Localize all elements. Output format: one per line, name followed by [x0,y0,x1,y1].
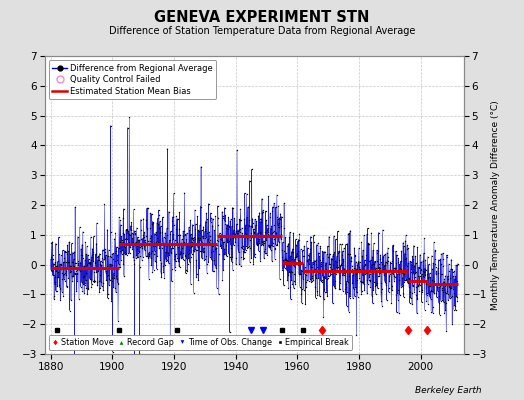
Text: Difference of Station Temperature Data from Regional Average: Difference of Station Temperature Data f… [109,26,415,36]
Text: Berkeley Earth: Berkeley Earth [416,386,482,395]
Text: GENEVA EXPERIMENT STN: GENEVA EXPERIMENT STN [154,10,370,25]
Legend: Station Move, Record Gap, Time of Obs. Change, Empirical Break: Station Move, Record Gap, Time of Obs. C… [49,334,352,350]
Y-axis label: Monthly Temperature Anomaly Difference (°C): Monthly Temperature Anomaly Difference (… [491,100,500,310]
